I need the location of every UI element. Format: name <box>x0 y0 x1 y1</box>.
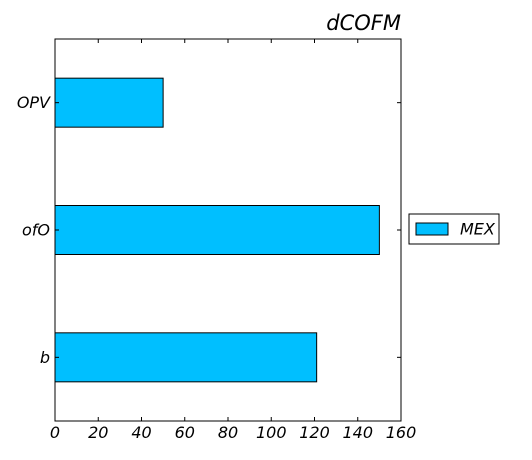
x-tick-label: 20 <box>88 423 108 442</box>
x-tick-label: 100 <box>256 423 287 442</box>
y-tick-label: ofO <box>22 221 50 240</box>
x-tick-label: 60 <box>175 423 195 442</box>
bar-ofO <box>54 205 380 255</box>
x-tick-label: 80 <box>218 423 238 442</box>
x-tick-label: 160 <box>386 423 417 442</box>
x-tick-label: 0 <box>50 423 60 442</box>
chart-title: dCOFM <box>326 11 401 35</box>
y-tick-label: b <box>40 348 50 367</box>
bar-OPV <box>54 77 164 128</box>
x-tick-label: 140 <box>342 423 373 442</box>
x-tick-label: 40 <box>131 423 151 442</box>
bar-b <box>54 332 318 383</box>
legend-label: MEX <box>460 220 496 239</box>
legend-swatch <box>415 222 449 236</box>
x-tick-label: 120 <box>299 423 330 442</box>
y-tick-label: OPV <box>17 93 51 112</box>
